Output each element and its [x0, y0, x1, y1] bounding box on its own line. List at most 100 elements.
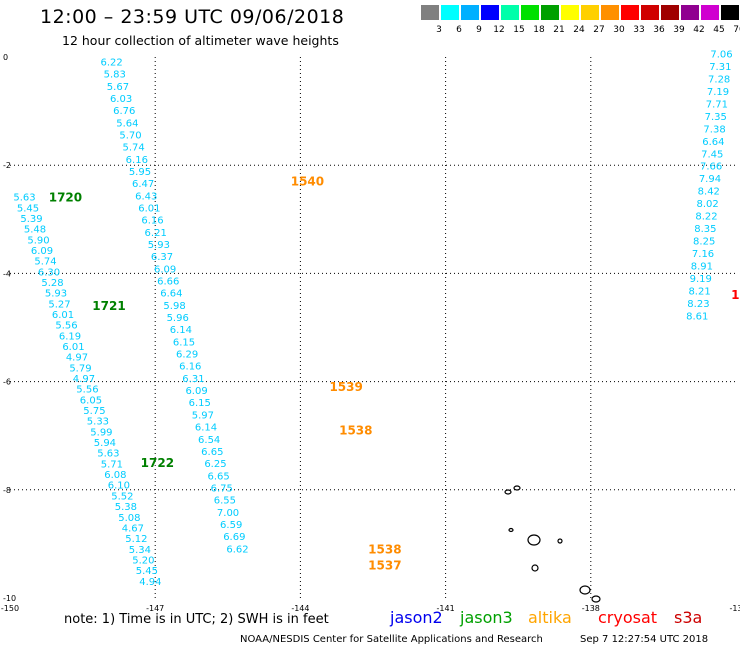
wave-height-value: 8.22: [695, 212, 717, 223]
wave-height-value: 5.99: [90, 427, 112, 438]
legend-label: 21: [553, 25, 565, 35]
wave-height-value: 5.75: [83, 406, 105, 417]
wave-height-value: 6.65: [207, 471, 229, 482]
wave-height-value: 5.95: [129, 167, 151, 178]
wave-height-value: 5.56: [55, 321, 77, 332]
x-tick-label: -13: [729, 604, 740, 613]
island-outline: [591, 595, 601, 603]
wave-height-value: 8.35: [694, 224, 716, 235]
legend-label: 15: [513, 25, 525, 35]
wave-height-value: 6.59: [220, 520, 242, 531]
timestamp: Sep 7 12:27:54 UTC 2018: [580, 634, 709, 645]
wave-height-value: 5.64: [116, 118, 138, 129]
wave-height-value: 5.48: [24, 225, 46, 236]
wave-height-value: 6.16: [141, 216, 163, 227]
wave-height-value: 5.08: [118, 513, 140, 524]
legend-swatch: [621, 5, 639, 20]
wave-height-value: 5.56: [76, 385, 98, 396]
pass-time-label: 1539: [329, 380, 362, 394]
wave-height-value: 6.55: [214, 496, 236, 507]
wave-height-value: 5.70: [119, 130, 141, 141]
wave-height-value: 6.09: [31, 246, 53, 257]
wave-height-value: 5.39: [20, 214, 42, 225]
legend-label: 39: [673, 25, 685, 35]
legend-label: 6: [456, 25, 462, 35]
wave-height-value: 5.74: [34, 257, 56, 268]
wave-height-value: 6.75: [211, 483, 233, 494]
wave-height-value: 5.93: [45, 289, 67, 300]
wave-height-value: 6.09: [185, 386, 207, 397]
wave-height-value: 7.16: [692, 249, 714, 260]
wave-height-value: 6.15: [189, 398, 211, 409]
legend-label: 42: [693, 25, 705, 35]
pass-time-label: 1721: [92, 299, 125, 313]
x-tick-label: -144: [291, 604, 309, 613]
satellite-label-s3a: s3a: [674, 608, 703, 627]
wave-height-value: 5.74: [123, 143, 145, 154]
wave-height-value: 8.02: [697, 199, 719, 210]
legend-swatch: [521, 5, 539, 20]
pass-time-label: 18: [731, 288, 740, 302]
wave-height-value: 7.35: [705, 112, 727, 123]
wave-height-value: 5.90: [27, 235, 49, 246]
wave-height-value: 5.93: [148, 240, 170, 251]
legend-swatch: [561, 5, 579, 20]
wave-height-value: 5.71: [101, 459, 123, 470]
wave-height-value: 7.45: [701, 149, 723, 160]
wave-height-value: 5.34: [129, 545, 151, 556]
legend-swatch: [681, 5, 699, 20]
map-subtitle: 12 hour collection of altimeter wave hei…: [62, 33, 339, 48]
x-tick-label: -138: [582, 604, 600, 613]
credit-text: NOAA/NESDIS Center for Satellite Applica…: [240, 634, 543, 645]
wave-height-value: 7.38: [703, 124, 725, 135]
legend-swatch: [601, 5, 619, 20]
wave-height-value: 7.71: [706, 99, 728, 110]
legend-label: 27: [593, 25, 605, 35]
wave-height-value: 6.10: [108, 481, 130, 492]
satellite-label-jason3: jason3: [460, 608, 513, 627]
wave-height-value: 5.63: [97, 449, 119, 460]
legend-label: 70: [733, 25, 740, 35]
wave-height-value: 5.27: [48, 299, 70, 310]
pass-time-label: 1537: [368, 559, 401, 573]
wave-height-value: 6.65: [201, 447, 223, 458]
wave-height-value: 5.45: [136, 566, 158, 577]
satellite-label-jason2: jason2: [390, 608, 443, 627]
pass-time-label: 1538: [368, 542, 401, 556]
legend-swatch: [501, 5, 519, 20]
island-outline: [527, 534, 541, 546]
legend-label: 3: [436, 25, 442, 35]
y-tick-label: -8: [3, 486, 11, 495]
satellite-label-cryosat: cryosat: [598, 608, 658, 627]
wave-height-value: 6.29: [176, 350, 198, 361]
wave-height-value: 5.94: [94, 438, 116, 449]
pass-time-label: 1722: [141, 456, 174, 470]
wave-height-value: 6.30: [38, 267, 60, 278]
map-title: 12:00 – 23:59 UTC 09/06/2018: [40, 6, 345, 28]
wave-height-value: 5.79: [69, 363, 91, 374]
wave-height-value: 7.31: [709, 62, 731, 73]
wave-height-value: 4.97: [66, 353, 88, 364]
wave-height-value: 8.21: [688, 287, 710, 298]
wave-height-value: 6.09: [154, 264, 176, 275]
y-tick-label: -4: [3, 269, 11, 278]
wave-height-value: 6.62: [226, 544, 248, 555]
island-outline: [504, 489, 512, 495]
wave-height-value: 6.47: [132, 179, 154, 190]
wave-height-value: 7.28: [708, 74, 730, 85]
legend-swatch: [481, 5, 499, 20]
y-tick-label: 0: [3, 53, 8, 62]
wave-height-value: 5.12: [125, 534, 147, 545]
wave-height-value: 7.66: [700, 162, 722, 173]
wave-height-value: 8.25: [693, 237, 715, 248]
wave-height-value: 5.83: [104, 70, 126, 81]
wave-height-value: 4.67: [122, 523, 144, 534]
wave-height-value: 5.20: [132, 555, 154, 566]
legend-label: 12: [493, 25, 505, 35]
wave-height-value: 6.21: [145, 228, 167, 239]
legend-label: 18: [533, 25, 545, 35]
legend-swatch: [461, 5, 479, 20]
wave-height-value: 6.14: [195, 423, 217, 434]
wave-height-value: 5.45: [17, 203, 39, 214]
